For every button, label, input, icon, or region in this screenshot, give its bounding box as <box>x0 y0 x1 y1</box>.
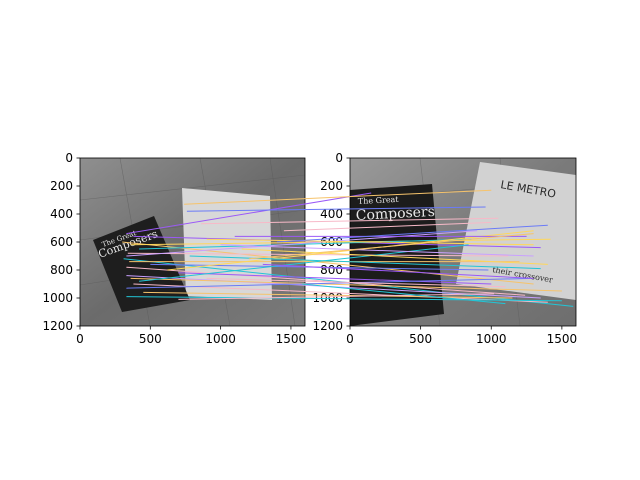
match-line <box>241 248 548 265</box>
right-xtick-label: 0 <box>346 332 354 346</box>
match-line <box>126 192 372 235</box>
match-line <box>127 252 509 257</box>
right-ytick-label: 400 <box>320 207 343 221</box>
match-line <box>178 293 495 300</box>
left-xtick-label: 1000 <box>205 332 236 346</box>
match-line <box>206 238 534 246</box>
left-ytick-label: 200 <box>50 179 73 193</box>
right-xtick-label: 1500 <box>547 332 578 346</box>
right-ytick-label: 800 <box>320 263 343 277</box>
match-line <box>186 206 486 212</box>
match-line <box>248 233 534 260</box>
right-xtick-label: 500 <box>409 332 432 346</box>
right-ytick-label: 200 <box>320 179 343 193</box>
right-ytick-label: 1000 <box>312 291 343 305</box>
match-line <box>139 238 472 250</box>
match-line <box>126 266 526 296</box>
match-line <box>302 283 506 305</box>
left-book-front <box>93 216 190 312</box>
match-line <box>200 217 499 225</box>
left-ytick-label: 0 <box>65 151 73 165</box>
left-ytick-label: 600 <box>50 235 73 249</box>
match-line <box>206 277 506 288</box>
match-line <box>126 296 562 302</box>
left-ytick-label: 1200 <box>42 319 73 333</box>
left-ytick-label: 1000 <box>42 291 73 305</box>
right-ytick-label: 1200 <box>312 319 343 333</box>
left-ytick-label: 400 <box>50 207 73 221</box>
match-line <box>133 283 548 303</box>
left-ytick-label: 800 <box>50 263 73 277</box>
match-line <box>283 221 492 232</box>
match-line <box>126 230 478 257</box>
left-xtick-label: 0 <box>76 332 84 346</box>
left-xtick-label: 500 <box>139 332 162 346</box>
right-book-back <box>456 162 576 300</box>
match-line <box>178 272 492 285</box>
match-line <box>167 230 534 271</box>
right-cover-line-1: The Great <box>358 195 400 206</box>
right-ytick-label: 0 <box>335 151 343 165</box>
match-line <box>262 263 534 279</box>
match-line <box>139 244 469 282</box>
left-xtick-label: 1500 <box>276 332 307 346</box>
left-image-panel: The Great Composers <box>80 158 305 326</box>
match-line <box>122 241 534 285</box>
match-line <box>143 291 513 299</box>
keypoint-matches <box>122 189 574 307</box>
right-xtick-label: 1000 <box>476 332 507 346</box>
match-line <box>130 238 551 246</box>
match-line <box>184 189 492 205</box>
match-line <box>189 255 541 270</box>
match-line <box>126 277 531 289</box>
match-line <box>220 244 534 257</box>
match-line <box>130 277 562 292</box>
match-line <box>276 224 548 243</box>
